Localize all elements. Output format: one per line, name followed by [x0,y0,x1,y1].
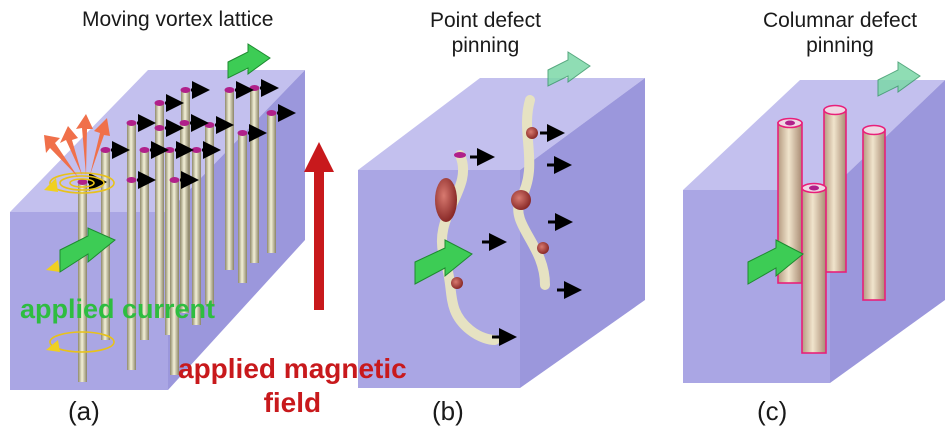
panel-b-slab [358,78,645,388]
current-arrow-b-top [547,51,591,87]
panel-c-slab [683,80,945,383]
panel-b-motion-arrows [470,124,582,346]
vortex-line [224,87,235,270]
point-defect [511,190,531,210]
panel-c-title-line1: Columnar defect [762,9,918,32]
vortex-line [249,85,260,263]
vortex-line [154,125,165,318]
heat-dissipation-arrows [44,114,110,177]
applied-current-label: applied current [20,294,216,324]
applied-field-line2: field [263,387,322,418]
panel-a-label: (a) [68,396,100,426]
current-arrow [59,227,116,273]
vortex-line [139,147,150,340]
field-arrow [304,142,334,310]
slab-b-top [358,78,645,170]
panel-c-title: Columnar defect pinning [740,8,940,58]
vortex-line [191,147,202,325]
vortex-line [126,177,137,370]
applied-field-label: applied magnetic field [178,352,407,420]
panel-b-title-line1: Point defect [430,9,541,32]
heat-yellow-triangle [46,260,60,272]
vortex-line [169,177,180,375]
vortex-core [454,152,466,158]
panel-b-title-line2: pinning [451,34,520,57]
heat-yellow-triangle [44,178,58,192]
slab-c-side [830,80,945,383]
slab-b-side [520,78,645,388]
point-defect [526,127,538,139]
current-arrow-b [414,239,473,285]
panel-a-motion-arrows [88,79,296,191]
point-defect [451,277,463,289]
heat-yellow-triangle [46,340,60,352]
panel-a-current-arrows [59,43,271,273]
panel-a-current-loops [49,172,115,353]
columnar-defect [862,124,886,301]
panel-c-label: (c) [757,396,788,426]
vortex-line [237,130,248,283]
current-arrow-c-top [877,61,921,97]
current-arrow [227,43,271,79]
vortex-line [266,110,277,253]
applied-field-line1: applied magnetic [178,353,407,384]
panel-a-title: Moving vortex lattice [82,8,274,31]
panel-c-title-line2: pinning [806,34,874,57]
current-arrow-c [747,239,804,285]
point-defect [537,242,549,254]
columnar-defect [801,182,827,354]
columnar-defect [823,104,847,273]
panel-b-title: Point defect pinning [430,8,541,58]
columnar-defects [777,104,886,354]
slab-c-top [683,80,945,190]
point-defect [435,178,457,222]
panel-b-label: (b) [432,396,464,426]
vortex-line [77,179,88,382]
